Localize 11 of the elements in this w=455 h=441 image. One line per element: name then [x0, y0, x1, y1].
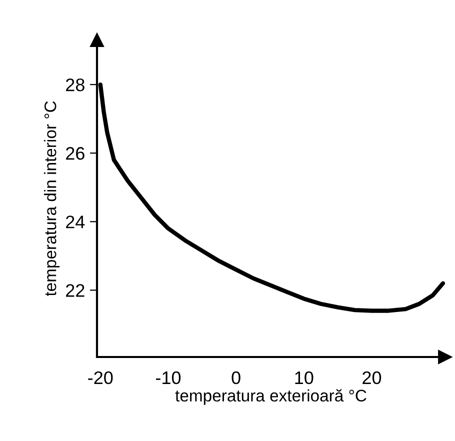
y-tick-label: 24	[66, 216, 85, 228]
x-tick-label: 20	[362, 371, 382, 384]
y-tick-label: 26	[66, 147, 84, 160]
x-tick-label: -10	[156, 371, 181, 384]
y-tick-label: 28	[66, 78, 84, 92]
x-axis-title: temperatura exterioară °C	[175, 389, 366, 405]
x-tick-label: 0	[232, 371, 240, 384]
x-tick-label: 10	[295, 371, 314, 384]
x-tick-label: -20	[88, 371, 113, 384]
y-axis-title: temperatura din interior °C	[44, 101, 60, 296]
y-tick-label: 22	[66, 284, 84, 297]
